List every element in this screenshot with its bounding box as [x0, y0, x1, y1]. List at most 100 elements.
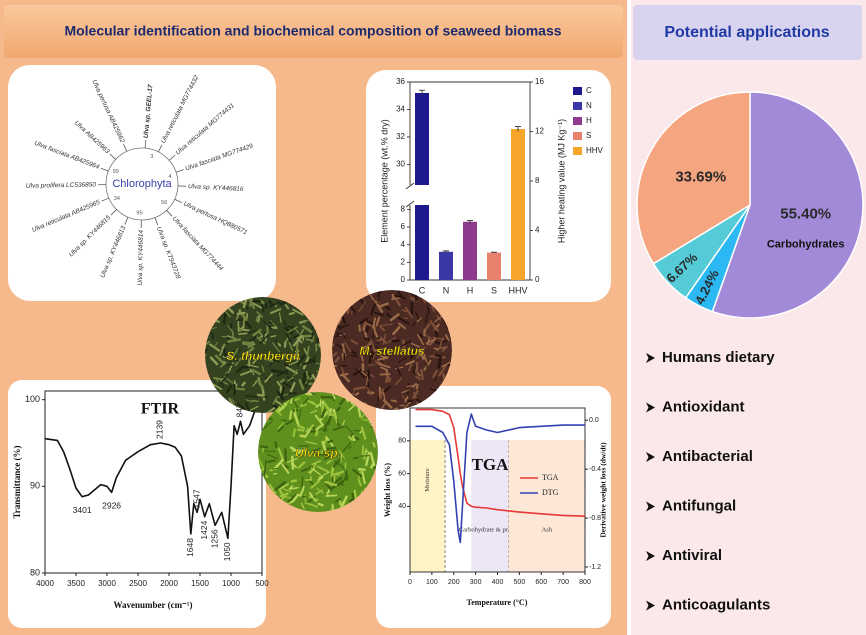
- tga-curve: [415, 408, 586, 517]
- texture-strand: [398, 322, 407, 330]
- texture-strand: [301, 476, 304, 488]
- texture-strand: [214, 354, 226, 366]
- texture-strand: [271, 327, 278, 330]
- texture-strand: [358, 300, 367, 313]
- bootstrap-value: 3: [150, 154, 153, 160]
- y2-tick-label: 0.0: [589, 417, 599, 424]
- texture-strand: [273, 458, 285, 470]
- texture-strand: [361, 445, 364, 458]
- bootstrap-value: 95: [136, 210, 142, 216]
- texture-strand: [418, 333, 424, 338]
- texture-strand: [262, 320, 273, 330]
- texture-strand: [433, 347, 439, 351]
- texture-strand: [283, 382, 294, 389]
- texture-strand: [401, 309, 408, 313]
- list-item: Antifungal: [662, 497, 736, 514]
- peak-label: 1256: [209, 529, 219, 548]
- photo-base: [332, 290, 452, 410]
- texture-strand: [309, 409, 318, 414]
- texture-strand: [440, 339, 450, 344]
- texture-strand: [411, 342, 421, 348]
- texture-strand: [221, 382, 224, 388]
- y2-tick-label: -0.8: [589, 515, 601, 522]
- legend-label: H: [586, 116, 592, 125]
- texture-strand: [231, 357, 240, 362]
- texture-strand: [409, 350, 417, 360]
- texture-strand: [410, 296, 417, 302]
- texture-strand: [374, 331, 379, 340]
- x-tick-label: 600: [535, 579, 547, 586]
- ftir-chart: 4000 3500 3000 2500 2000 1500 1000 500 80 90 100 34…: [12, 390, 269, 610]
- texture-strand: [379, 302, 389, 308]
- x-tick-label: 2000: [160, 579, 178, 588]
- y2-tick-label: 16: [535, 77, 544, 86]
- texture-strand: [341, 420, 345, 427]
- y-tick-label: 8: [401, 205, 406, 214]
- texture-strand: [285, 368, 289, 375]
- texture-strand: [331, 480, 344, 490]
- bootstrap-value: 34: [114, 196, 120, 202]
- texture-strand: [394, 366, 404, 370]
- x-axis-label: Temperature (°C): [467, 598, 528, 607]
- texture-strand: [232, 348, 239, 358]
- texture-strand: [403, 401, 412, 409]
- texture-strand: [340, 332, 347, 339]
- ftir-box: [8, 380, 266, 628]
- tree-branch: [168, 154, 176, 161]
- texture-strand: [314, 430, 319, 437]
- texture-strand: [227, 324, 233, 333]
- texture-strand: [353, 456, 359, 460]
- texture-strand: [333, 470, 345, 476]
- texture-strand: [307, 400, 318, 406]
- texture-strand: [259, 445, 269, 449]
- texture-strand: [276, 342, 282, 347]
- plot-frame: [44, 390, 263, 574]
- texture-strand: [287, 376, 294, 382]
- tree-branch: [101, 197, 110, 202]
- texture-strand: [441, 360, 452, 368]
- texture-strand: [215, 377, 219, 383]
- texture-strand: [222, 312, 227, 324]
- texture-strand: [434, 376, 437, 382]
- texture-strand: [417, 334, 424, 346]
- texture-strand: [245, 399, 253, 403]
- texture-strand: [437, 355, 442, 369]
- texture-strand: [352, 468, 363, 478]
- texture-strand: [292, 333, 301, 340]
- seaweed-photo: [332, 290, 452, 410]
- texture-strand: [366, 375, 369, 386]
- texture-strand: [325, 494, 338, 497]
- texture-strand: [334, 356, 340, 363]
- texture-strand: [347, 445, 352, 449]
- texture-strand: [276, 404, 281, 414]
- texture-strand: [294, 447, 305, 456]
- texture-strand: [213, 376, 226, 381]
- texture-strand: [293, 397, 300, 402]
- texture-strand: [353, 386, 366, 391]
- texture-strand: [255, 336, 266, 345]
- tree-leaf-label: Ulva sp. KY446814: [137, 230, 145, 286]
- x-tick-label: 200: [448, 579, 460, 586]
- texture-strand: [405, 360, 415, 366]
- tree-center-label: Chlorophyta: [112, 178, 172, 190]
- texture-strand: [394, 377, 403, 386]
- texture-strand: [425, 313, 429, 324]
- applications-title: Potential applications: [664, 24, 829, 41]
- y-tick-label: 80: [398, 438, 406, 445]
- texture-strand: [408, 363, 413, 372]
- texture-strand: [438, 337, 444, 349]
- texture-strand: [434, 341, 441, 345]
- texture-strand: [252, 328, 262, 337]
- texture-strand: [305, 338, 315, 342]
- texture-strand: [395, 298, 401, 307]
- texture-strand: [314, 414, 323, 425]
- texture-strand: [365, 322, 372, 327]
- texture-strand: [289, 487, 299, 490]
- texture-strand: [441, 347, 447, 352]
- texture-strand: [396, 367, 402, 377]
- texture-strand: [373, 347, 387, 352]
- texture-strand: [364, 450, 372, 454]
- texture-strand: [210, 382, 223, 390]
- texture-strand: [373, 311, 385, 317]
